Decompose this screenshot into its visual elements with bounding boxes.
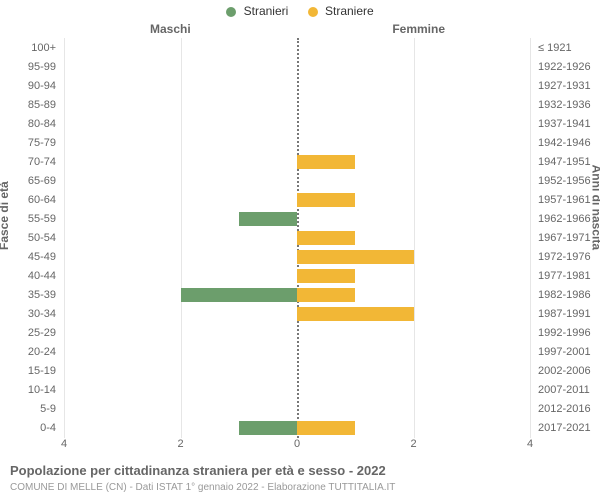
y-left-label: 100+ (31, 43, 56, 54)
gridline (64, 38, 65, 438)
y-right-label: 2002-2006 (538, 366, 591, 377)
y-left-label: 5-9 (40, 404, 56, 415)
legend-item-female: Straniere (308, 4, 374, 18)
legend-label-female: Straniere (325, 4, 374, 18)
bar-female (297, 250, 414, 264)
y-left-label: 20-24 (28, 347, 56, 358)
x-tick-label: 0 (294, 438, 300, 450)
gridline (414, 38, 415, 438)
legend: Stranieri Straniere (0, 4, 600, 18)
y-right-label: 1952-1956 (538, 176, 591, 187)
population-pyramid-chart: Stranieri Straniere Maschi Femmine Fasce… (0, 0, 600, 500)
col-title-male: Maschi (150, 22, 191, 36)
chart-footer: Popolazione per cittadinanza straniera p… (10, 463, 386, 478)
gridline (181, 38, 182, 438)
y-right-label: 1977-1981 (538, 271, 591, 282)
y-right-label: 2017-2021 (538, 423, 591, 434)
y-left-label: 45-49 (28, 252, 56, 263)
chart-title: Popolazione per cittadinanza straniera p… (10, 463, 386, 478)
y-right-label: 2012-2016 (538, 404, 591, 415)
y-right-label: 1982-1986 (538, 290, 591, 301)
y-left-label: 25-29 (28, 328, 56, 339)
y-right-label: ≤ 1921 (538, 43, 572, 54)
plot-area (64, 38, 530, 438)
y-right-label: 1972-1976 (538, 252, 591, 263)
bar-female (297, 231, 355, 245)
legend-swatch-male (226, 7, 236, 17)
y-left-label: 95-99 (28, 62, 56, 73)
y-left-label: 75-79 (28, 138, 56, 149)
y-axis-right: ≤ 1921 1922-1926 1927-1931 1932-1936 1937-19… (534, 38, 600, 438)
x-axis: 4 2 0 2 4 (64, 438, 530, 454)
y-right-label: 1937-1941 (538, 119, 591, 130)
chart-subtitle: COMUNE DI MELLE (CN) - Dati ISTAT 1° gen… (10, 482, 395, 493)
y-right-label: 1942-1946 (538, 138, 591, 149)
y-left-label: 30-34 (28, 309, 56, 320)
legend-label-male: Stranieri (244, 4, 289, 18)
bar-female (297, 288, 355, 302)
legend-item-male: Stranieri (226, 4, 288, 18)
y-right-label: 1992-1996 (538, 328, 591, 339)
legend-swatch-female (308, 7, 318, 17)
y-right-label: 2007-2011 (538, 385, 590, 396)
bar-male (181, 288, 298, 302)
y-left-label: 10-14 (28, 385, 56, 396)
y-left-label: 55-59 (28, 214, 56, 225)
y-right-label: 1947-1951 (538, 157, 591, 168)
y-right-label: 1932-1936 (538, 100, 591, 111)
y-left-label: 90-94 (28, 81, 56, 92)
bar-female (297, 269, 355, 283)
y-left-label: 70-74 (28, 157, 56, 168)
y-left-label: 85-89 (28, 100, 56, 111)
x-tick-label: 4 (61, 438, 67, 450)
bar-female (297, 193, 355, 207)
y-axis-left: 100+ 95-99 90-94 85-89 80-84 75-79 70-74 65-69 6… (0, 38, 60, 438)
y-right-label: 1987-1991 (538, 309, 591, 320)
y-left-label: 35-39 (28, 290, 56, 301)
y-right-label: 1927-1931 (538, 81, 591, 92)
bar-female (297, 421, 355, 435)
x-tick-label: 4 (527, 438, 533, 450)
bar-male (239, 212, 297, 226)
gridline (530, 38, 531, 438)
bar-male (239, 421, 297, 435)
bar-female (297, 307, 414, 321)
y-left-label: 80-84 (28, 119, 56, 130)
y-left-label: 60-64 (28, 195, 56, 206)
col-title-female: Femmine (392, 22, 445, 36)
x-tick-label: 2 (410, 438, 416, 450)
y-right-label: 1997-2001 (538, 347, 591, 358)
x-tick-label: 2 (177, 438, 183, 450)
y-right-label: 1967-1971 (538, 233, 591, 244)
y-left-label: 40-44 (28, 271, 56, 282)
bar-female (297, 155, 355, 169)
y-left-label: 15-19 (28, 366, 56, 377)
y-right-label: 1922-1926 (538, 62, 591, 73)
y-right-label: 1957-1961 (538, 195, 591, 206)
y-left-label: 50-54 (28, 233, 56, 244)
y-left-label: 0-4 (40, 423, 56, 434)
y-right-label: 1962-1966 (538, 214, 591, 225)
y-left-label: 65-69 (28, 176, 56, 187)
